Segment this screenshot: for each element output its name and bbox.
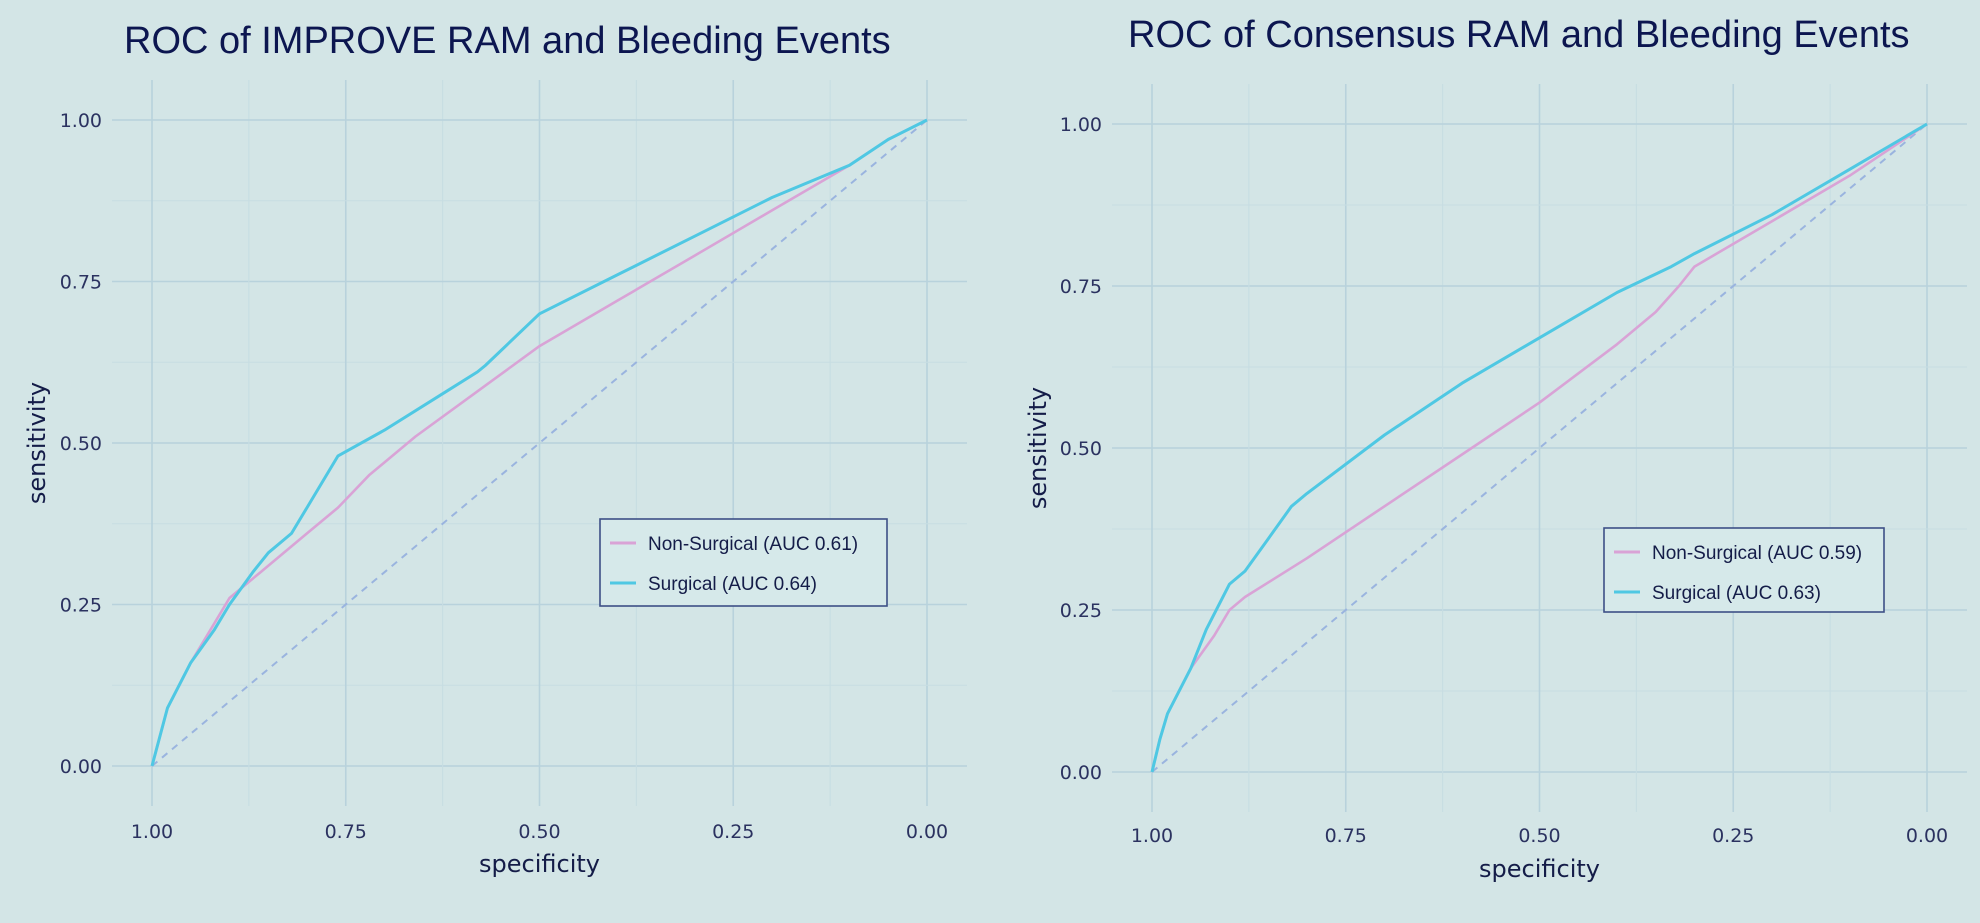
grid <box>1112 84 1967 812</box>
x-tick-label: 0.50 <box>1518 825 1560 847</box>
legend-label: Non-Surgical (AUC 0.61) <box>648 534 858 555</box>
chart-title: ROC of IMPROVE RAM and Bleeding Events <box>124 20 891 62</box>
roc-line-surgical <box>1150 122 1928 773</box>
legend-label: Non-Surgical (AUC 0.59) <box>1652 543 1862 564</box>
chart-panel-2: ROC of Consensus RAM and Bleeding Events… <box>1024 14 1967 883</box>
x-axis-label: specificity <box>479 850 600 878</box>
chart-title: ROC of Consensus RAM and Bleeding Events <box>1128 14 1910 56</box>
x-tick-label: 0.75 <box>325 821 367 843</box>
chart-panel-1: ROC of IMPROVE RAM and Bleeding Events 0.… <box>23 20 967 878</box>
x-tick-label: 1.00 <box>1131 825 1173 847</box>
legend-label: Surgical (AUC 0.64) <box>648 574 817 595</box>
x-axis-label: specificity <box>1479 855 1600 883</box>
x-tick-label: 0.50 <box>518 821 560 843</box>
y-tick-label: 0.25 <box>60 595 102 617</box>
legend-box <box>599 518 888 607</box>
y-tick-label: 0.75 <box>60 272 102 294</box>
x-tick-label: 0.00 <box>1906 825 1948 847</box>
roc-line-surgical <box>150 118 928 767</box>
y-axis-label: sensitivity <box>23 382 51 504</box>
y-axis-label: sensitivity <box>1024 387 1052 509</box>
y-tick-label: 0.25 <box>1060 600 1102 622</box>
roc-line-non-surgical <box>150 118 928 767</box>
x-tick-label: 0.75 <box>1325 825 1367 847</box>
x-tick-label: 0.25 <box>712 821 754 843</box>
legend-box <box>1603 527 1885 613</box>
x-tick-label: 0.25 <box>1712 825 1754 847</box>
legend-label: Surgical (AUC 0.63) <box>1652 583 1821 604</box>
legend: Non-Surgical (AUC 0.59) Surgical (AUC 0.6… <box>1603 527 1885 613</box>
y-tick-label: 0.00 <box>60 756 102 778</box>
grid <box>112 80 967 806</box>
y-tick-label: 1.00 <box>1060 114 1102 136</box>
y-tick-label: 1.00 <box>60 110 102 132</box>
x-tick-label: 1.00 <box>131 821 173 843</box>
y-tick-label: 0.75 <box>1060 276 1102 298</box>
y-tick-label: 0.00 <box>1060 762 1102 784</box>
y-tick-label: 0.50 <box>1060 438 1102 460</box>
legend: Non-Surgical (AUC 0.61) Surgical (AUC 0.6… <box>599 518 888 607</box>
y-tick-label: 0.50 <box>60 433 102 455</box>
x-tick-label: 0.00 <box>906 821 948 843</box>
